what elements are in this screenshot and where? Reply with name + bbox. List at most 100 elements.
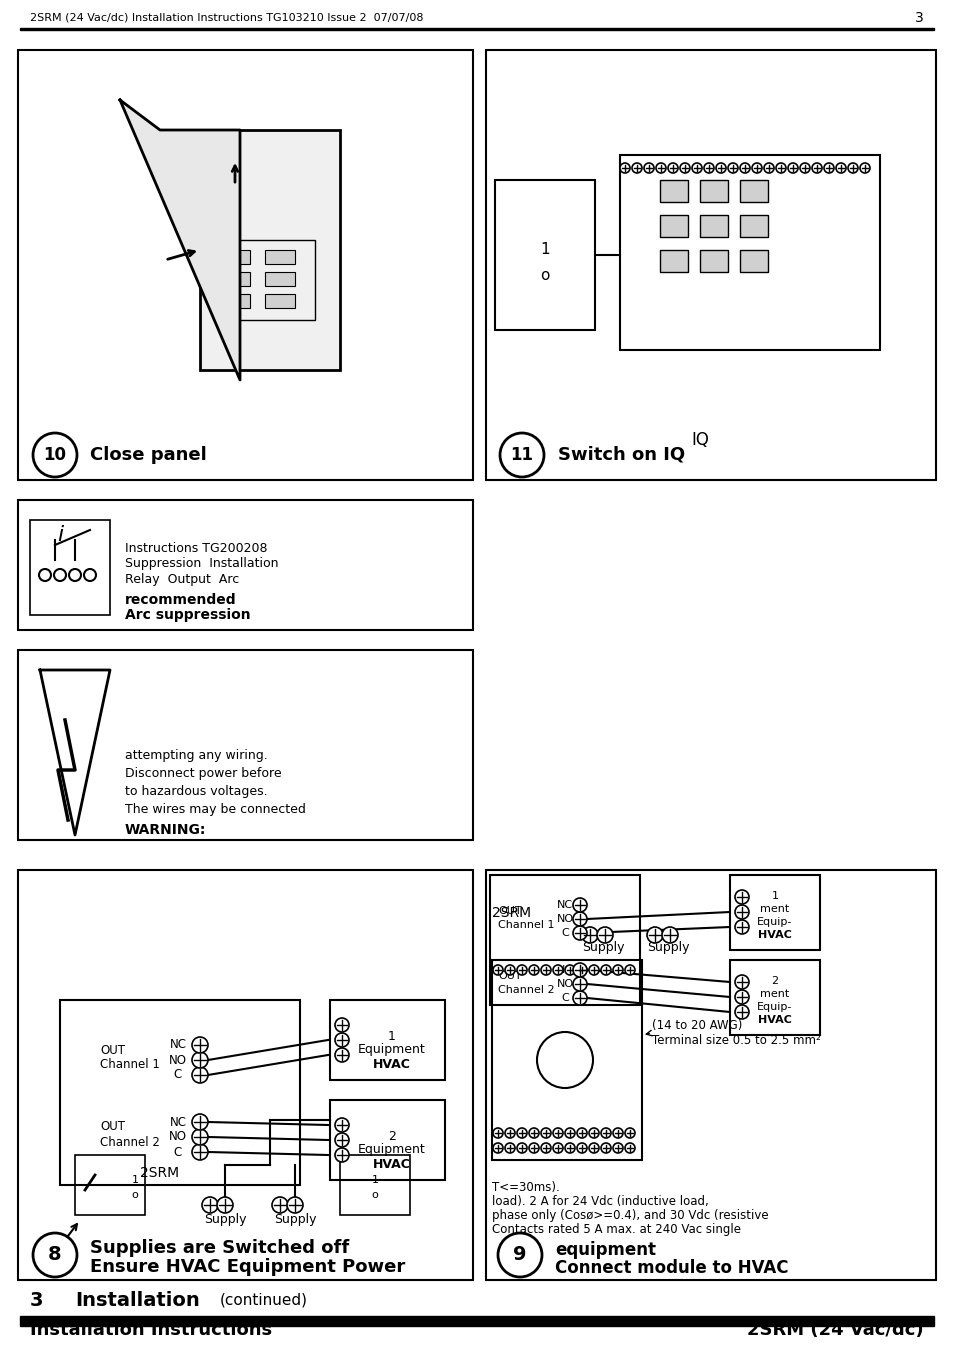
Text: Close panel: Close panel — [90, 445, 207, 464]
Bar — [214, 240, 314, 320]
Text: Instructions TG200208: Instructions TG200208 — [125, 542, 267, 555]
Circle shape — [600, 1143, 610, 1154]
Text: ment: ment — [760, 988, 789, 999]
Circle shape — [287, 1197, 303, 1213]
Bar — [200, 130, 339, 370]
Text: 2: 2 — [771, 976, 778, 986]
Circle shape — [577, 965, 586, 975]
Text: OUT: OUT — [100, 1121, 125, 1133]
Bar — [220, 250, 250, 264]
Text: OUT: OUT — [497, 971, 521, 982]
Polygon shape — [40, 670, 110, 835]
Bar — [485, 50, 935, 481]
Circle shape — [54, 569, 66, 581]
Circle shape — [335, 1148, 349, 1162]
Bar — [740, 250, 767, 272]
Circle shape — [703, 162, 713, 173]
Bar — [700, 250, 727, 272]
Text: NC: NC — [557, 900, 573, 910]
Text: NO: NO — [556, 914, 573, 923]
Bar — [700, 180, 727, 202]
Text: 8: 8 — [49, 1246, 62, 1265]
Circle shape — [504, 1128, 515, 1137]
Bar — [220, 272, 250, 286]
Circle shape — [573, 898, 586, 913]
Circle shape — [529, 965, 538, 975]
Circle shape — [499, 433, 543, 477]
Text: Ensure HVAC Equipment Power: Ensure HVAC Equipment Power — [90, 1258, 405, 1275]
Text: ment: ment — [760, 904, 789, 914]
Circle shape — [573, 926, 586, 940]
Bar — [740, 215, 767, 237]
Circle shape — [624, 1128, 635, 1137]
Circle shape — [740, 162, 749, 173]
Bar — [339, 1155, 410, 1215]
Text: 2SRM (24 Vac/dc): 2SRM (24 Vac/dc) — [746, 1322, 923, 1339]
Circle shape — [84, 569, 96, 581]
Circle shape — [553, 965, 562, 975]
Text: HVAC: HVAC — [758, 1016, 791, 1025]
Circle shape — [763, 162, 773, 173]
Text: to hazardous voltages.: to hazardous voltages. — [125, 785, 268, 799]
Text: Installation: Installation — [75, 1290, 199, 1309]
Circle shape — [646, 927, 662, 942]
Circle shape — [192, 1067, 208, 1083]
Bar — [18, 500, 473, 630]
Bar — [330, 1001, 444, 1080]
Text: NC: NC — [557, 965, 573, 975]
Circle shape — [734, 990, 748, 1005]
Circle shape — [656, 162, 665, 173]
Text: 10: 10 — [44, 445, 67, 464]
Circle shape — [202, 1197, 218, 1213]
Text: o: o — [372, 1190, 378, 1200]
Circle shape — [577, 1143, 586, 1154]
Circle shape — [493, 965, 502, 975]
Bar — [220, 294, 250, 307]
Bar — [75, 1155, 145, 1215]
Circle shape — [529, 1143, 538, 1154]
Bar — [18, 871, 473, 1280]
Circle shape — [493, 1128, 502, 1137]
Text: Equipment: Equipment — [357, 1144, 425, 1156]
Circle shape — [537, 1032, 593, 1089]
Text: Suppression  Installation: Suppression Installation — [125, 558, 278, 570]
Text: OUT: OUT — [100, 1044, 125, 1056]
Bar — [495, 180, 595, 330]
Text: 2SRM: 2SRM — [140, 1166, 179, 1179]
Circle shape — [517, 1128, 526, 1137]
Circle shape — [504, 965, 515, 975]
Circle shape — [335, 1118, 349, 1132]
Circle shape — [631, 162, 641, 173]
Bar — [740, 180, 767, 202]
Text: Supply: Supply — [274, 1213, 315, 1227]
Circle shape — [540, 965, 551, 975]
Circle shape — [734, 890, 748, 904]
Text: Switch on IQ: Switch on IQ — [558, 445, 684, 464]
Circle shape — [624, 1143, 635, 1154]
Text: T<=30ms).: T<=30ms). — [492, 1182, 559, 1194]
Circle shape — [734, 975, 748, 988]
Circle shape — [33, 1233, 77, 1277]
Text: i: i — [57, 525, 63, 546]
Circle shape — [734, 904, 748, 919]
Text: 11: 11 — [510, 445, 533, 464]
Circle shape — [847, 162, 857, 173]
Text: 3: 3 — [30, 1290, 44, 1309]
Text: Terminal size 0.5 to 2.5 mm²: Terminal size 0.5 to 2.5 mm² — [651, 1033, 820, 1047]
Circle shape — [577, 1128, 586, 1137]
Text: Relay  Output  Arc: Relay Output Arc — [125, 574, 239, 586]
Text: 2: 2 — [388, 1131, 395, 1144]
Circle shape — [600, 965, 610, 975]
Circle shape — [335, 1048, 349, 1062]
Circle shape — [517, 965, 526, 975]
Text: NO: NO — [169, 1053, 187, 1067]
Circle shape — [727, 162, 738, 173]
Circle shape — [600, 1128, 610, 1137]
Text: Supplies are Switched off: Supplies are Switched off — [90, 1239, 349, 1257]
Bar — [492, 960, 641, 1160]
Text: Supply: Supply — [581, 941, 623, 955]
Text: o: o — [132, 1190, 138, 1200]
Bar — [490, 875, 639, 1005]
Text: 1: 1 — [771, 891, 778, 900]
Text: 2SRM (24 Vac/dc) Installation Instructions TG103210 Issue 2  07/07/08: 2SRM (24 Vac/dc) Installation Instructio… — [30, 14, 423, 23]
